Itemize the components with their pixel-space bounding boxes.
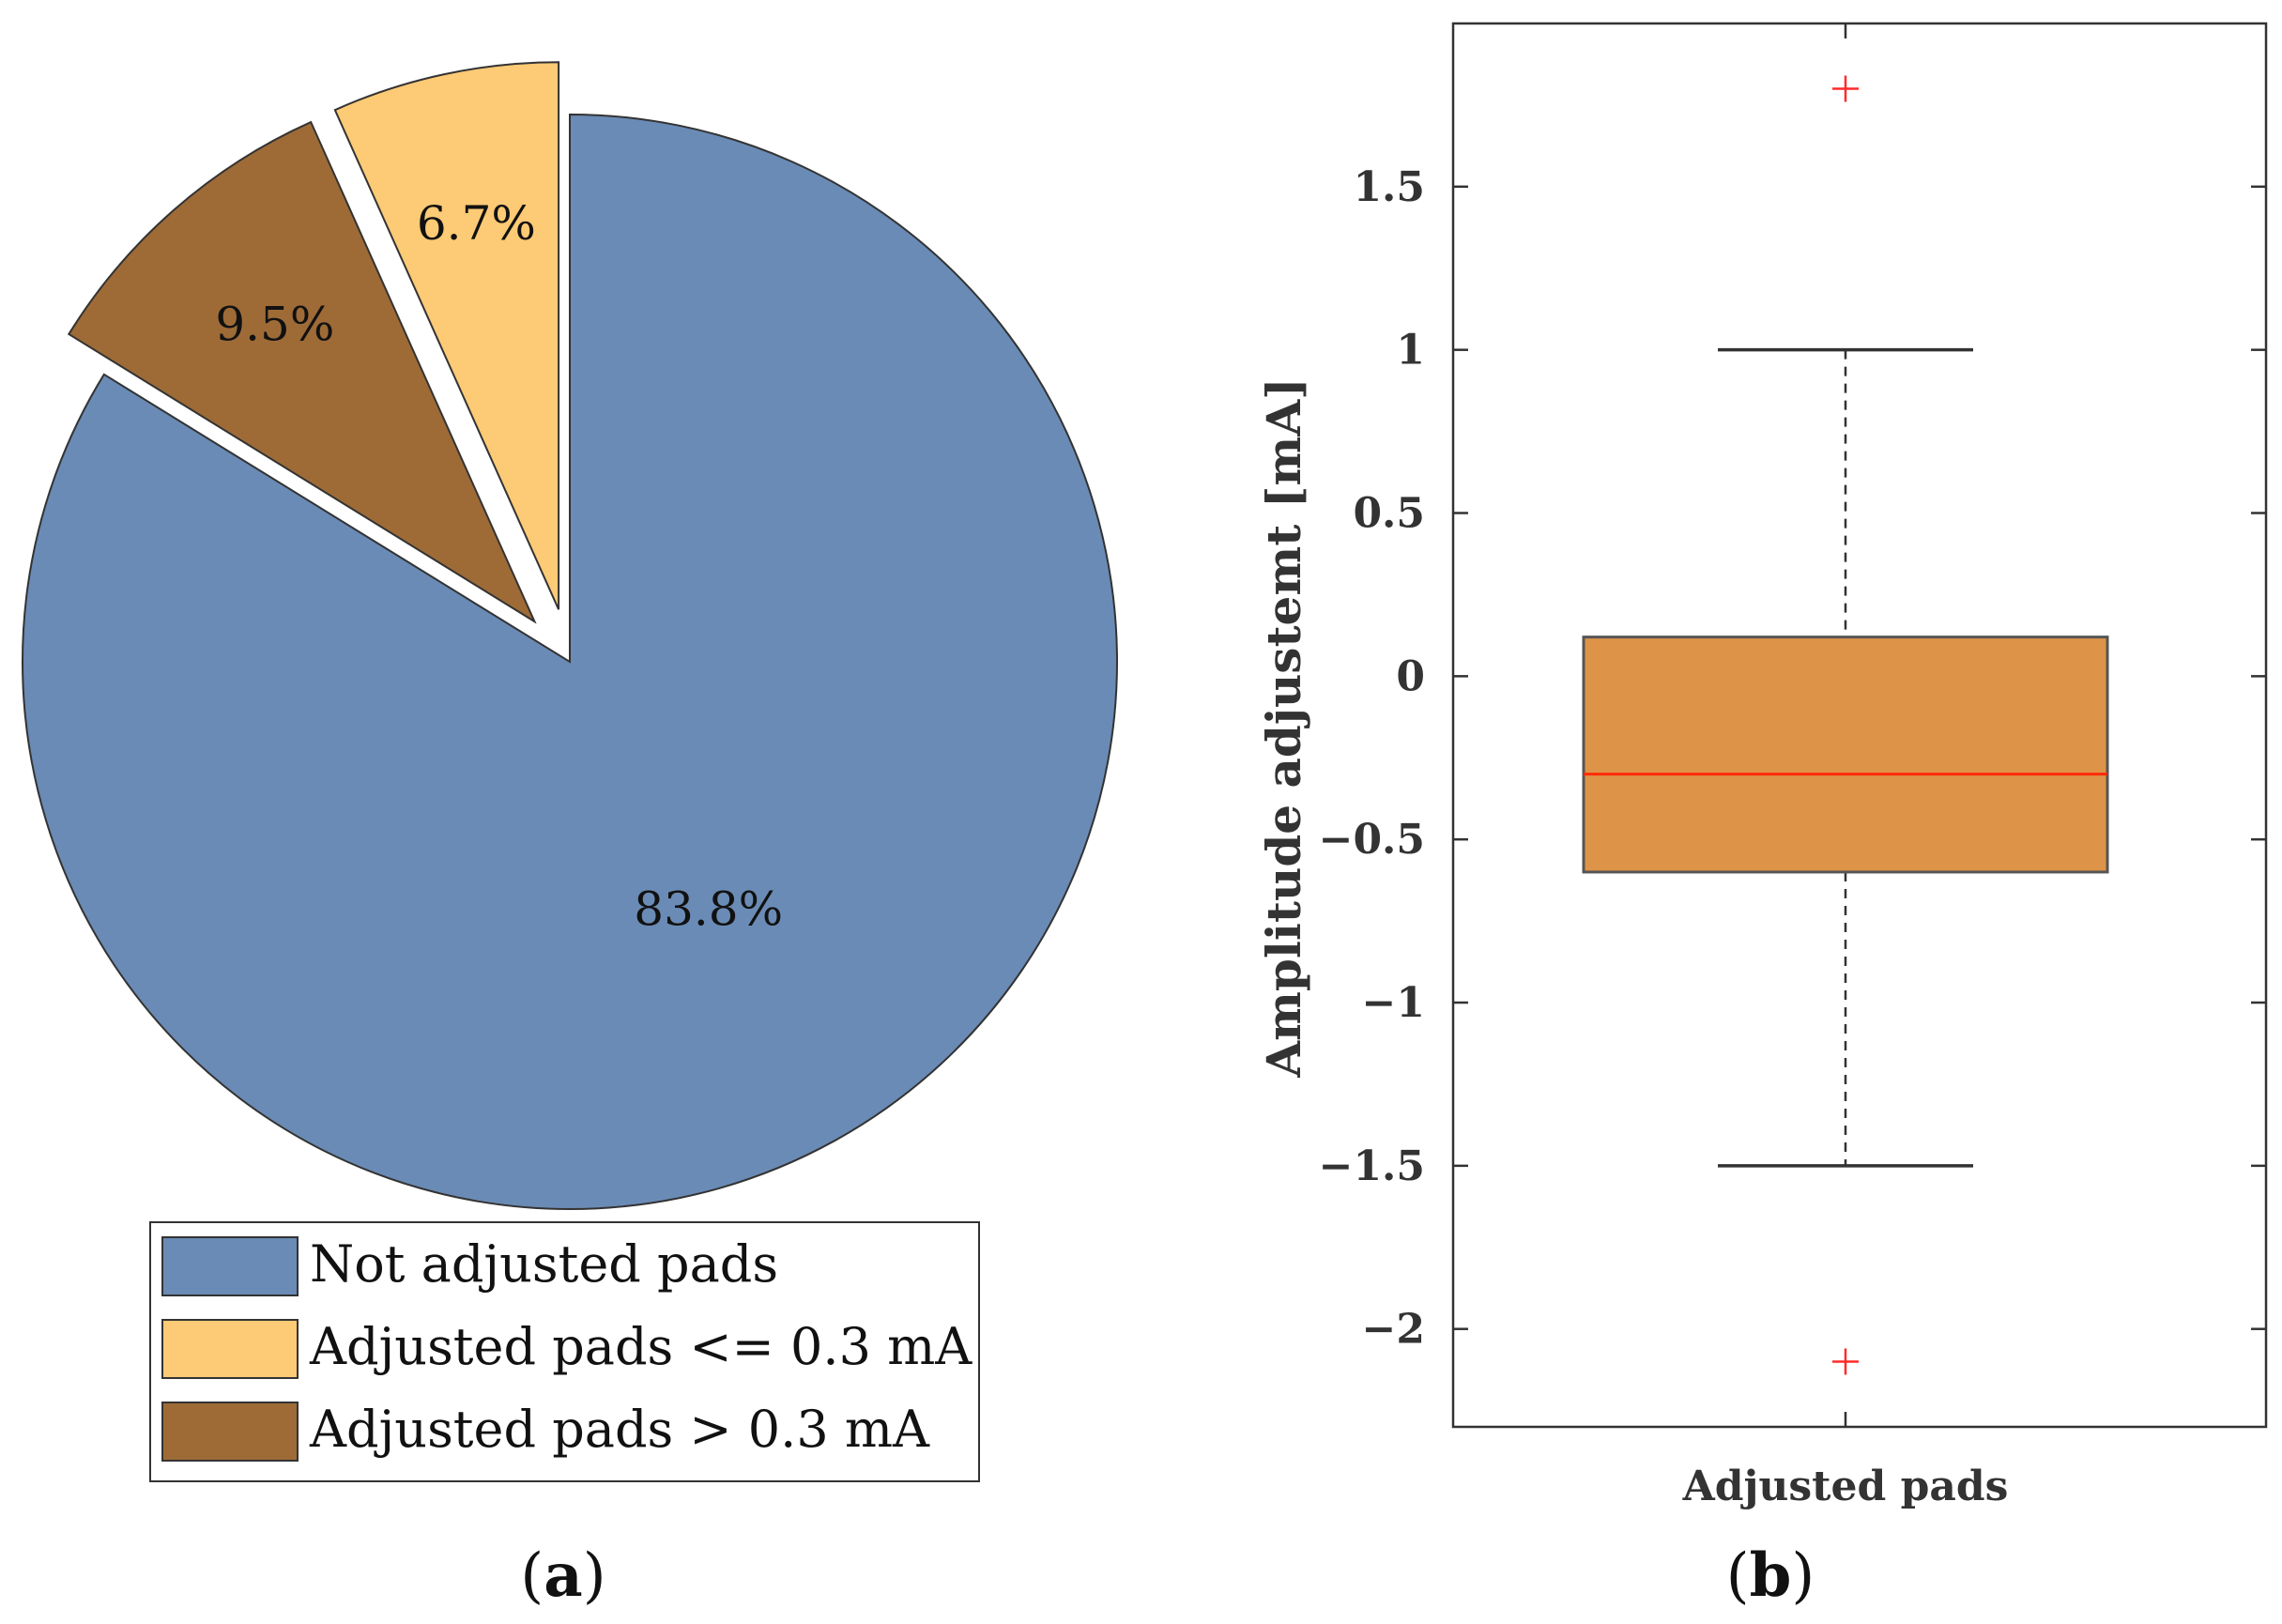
y-tick-label: −1 (1362, 979, 1425, 1027)
pie-slice-labels: 83.8% 6.7% 9.5% (215, 196, 783, 937)
y-axis-ticks: −2 −1.5 −1 −0.5 0 0.5 1 1.5 (1319, 23, 2266, 1427)
pie-legend: Not adjusted pads Adjusted pads <= 0.3 m… (149, 1221, 980, 1482)
pie-slice-adjusted-high (67, 120, 537, 624)
pie-label-adjusted-low: 6.7% (417, 196, 536, 251)
plot-frame (1451, 22, 2268, 1429)
legend-swatch-adjusted-low (161, 1319, 299, 1379)
legend-label-adjusted-low: Adjusted pads <= 0.3 mA (309, 1317, 973, 1376)
legend-label-not-adjusted: Not adjusted pads (310, 1234, 778, 1294)
pie-label-adjusted-high: 9.5% (215, 297, 334, 351)
y-axis-title: Amplitude adjustemt [mA] (1256, 377, 1311, 1079)
x-category-label: Adjusted pads (1682, 1463, 2009, 1510)
pie-chart-panel: 83.8% 6.7% 9.5% Not adjusted pads Adjusted… (22, 61, 1118, 1611)
iqr-box (1582, 636, 2109, 874)
pie-label-not-adjusted: 83.8% (634, 882, 783, 937)
pie-slices (22, 61, 1118, 1210)
y-tick-label: 1.5 (1353, 163, 1425, 211)
y-tick-label: −1.5 (1319, 1142, 1425, 1190)
legend-swatch-not-adjusted (161, 1236, 299, 1296)
y-tick-label: −2 (1362, 1306, 1425, 1354)
outlier-marker (1832, 75, 1859, 102)
pie-slice-not-adjusted (22, 113, 1118, 1210)
box-marks (1582, 75, 2109, 1375)
pie-slice-adjusted-low (333, 61, 560, 610)
outlier-marker (1832, 1348, 1859, 1375)
legend-label-adjusted-high: Adjusted pads > 0.3 mA (309, 1400, 930, 1459)
panel-label-a: (a) (520, 1540, 605, 1611)
y-tick-label: −0.5 (1319, 816, 1425, 864)
y-tick-label: 1 (1396, 327, 1425, 375)
y-tick-label: 0.5 (1353, 490, 1425, 538)
y-tick-label: 0 (1396, 652, 1425, 700)
legend-swatch-adjusted-high (161, 1402, 299, 1462)
panel-label-b: (b) (1726, 1540, 1815, 1611)
box-plot-panel: −2 −1.5 −1 −0.5 0 0.5 1 1.5 Amplitude adjustemt… (1256, 22, 2268, 1611)
